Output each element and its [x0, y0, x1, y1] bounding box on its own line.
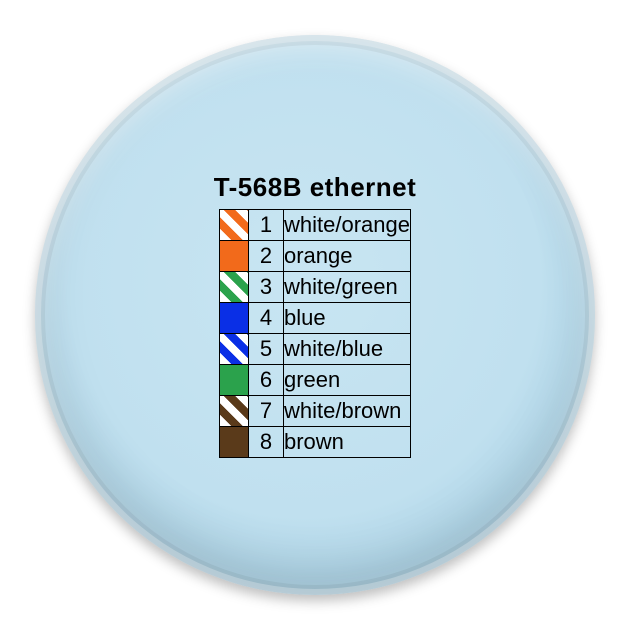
pin-number: 3	[249, 272, 284, 303]
pinout-table: 1white/orange2orange3white/green4blue5wh…	[219, 209, 411, 458]
wire-color-swatch	[220, 210, 249, 241]
wire-color-swatch	[220, 365, 249, 396]
pin-number: 8	[249, 427, 284, 458]
wire-color-swatch	[220, 272, 249, 303]
wire-color-swatch	[220, 396, 249, 427]
wire-label: white/green	[284, 272, 411, 303]
pinout-row: 6green	[220, 365, 411, 396]
wire-color-swatch	[220, 334, 249, 365]
wire-label: green	[284, 365, 411, 396]
pin-number: 5	[249, 334, 284, 365]
wire-color-swatch	[220, 303, 249, 334]
pin-number: 1	[249, 210, 284, 241]
pin-number: 4	[249, 303, 284, 334]
wire-label: brown	[284, 427, 411, 458]
pinout-row: 1white/orange	[220, 210, 411, 241]
wire-label: white/blue	[284, 334, 411, 365]
pinout-row: 5white/blue	[220, 334, 411, 365]
wire-label: orange	[284, 241, 411, 272]
wire-label: blue	[284, 303, 411, 334]
pin-number: 6	[249, 365, 284, 396]
pin-badge-container: T-568B ethernet 1white/orange2orange3whi…	[0, 0, 630, 630]
pinout-row: 3white/green	[220, 272, 411, 303]
pin-number: 7	[249, 396, 284, 427]
wire-label: white/orange	[284, 210, 411, 241]
pinout-row: 4blue	[220, 303, 411, 334]
wire-color-swatch	[220, 241, 249, 272]
wire-label: white/brown	[284, 396, 411, 427]
diagram-title: T-568B ethernet	[214, 172, 417, 203]
pin-number: 2	[249, 241, 284, 272]
pin-badge: T-568B ethernet 1white/orange2orange3whi…	[35, 35, 595, 595]
pinout-row: 8brown	[220, 427, 411, 458]
pinout-row: 2orange	[220, 241, 411, 272]
pinout-row: 7white/brown	[220, 396, 411, 427]
wire-color-swatch	[220, 427, 249, 458]
pinout-tbody: 1white/orange2orange3white/green4blue5wh…	[220, 210, 411, 458]
